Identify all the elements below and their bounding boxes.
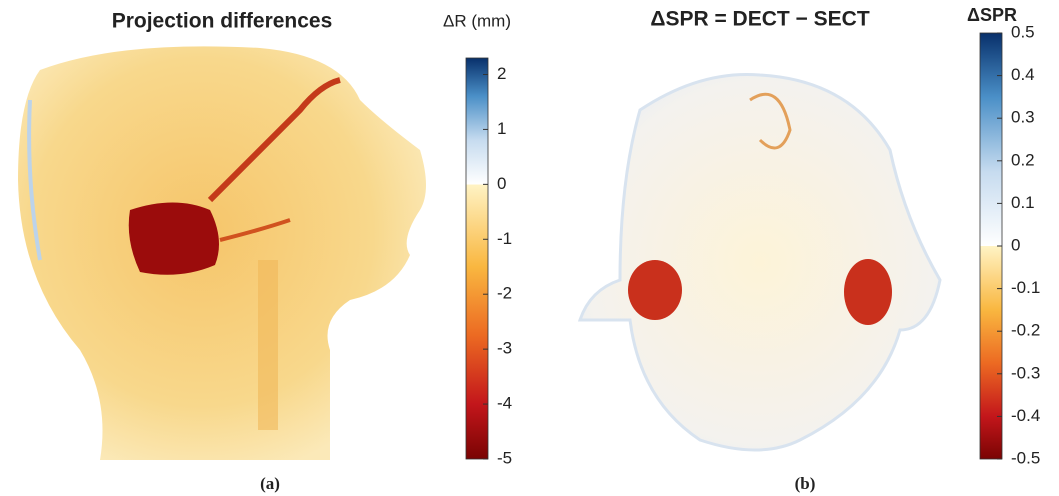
colorbar-tick-label: 0.2 [1011,150,1035,169]
colorbar-tick-label: 0 [1011,235,1020,254]
panel-title: ΔSPR = DECT − SECT [650,8,869,31]
colorbar-tick-label: -0.3 [1011,363,1040,382]
panel-caption: (b) [795,474,816,493]
colorbar-tick-label: -5 [497,448,512,467]
colorbar [465,57,489,460]
sagittal-image [18,46,426,460]
panel-caption: (a) [260,474,280,493]
colorbar-tick-label: -3 [497,339,512,358]
colorbar-tick-label: 0.4 [1011,65,1035,84]
colorbar-tick-label: 0.1 [1011,193,1035,212]
colorbar-tick-label: 1 [497,119,506,138]
colorbar-tick-label: -0.5 [1011,448,1040,467]
colorbar-tick-label: 0.3 [1011,108,1035,127]
colorbar-tick-label: -1 [497,229,512,248]
axial-image [577,72,942,452]
colorbar-tick-label: -0.1 [1011,278,1040,297]
colorbar-tick-label: 0 [497,174,506,193]
colorbar-tick-label: -0.4 [1011,406,1040,425]
colorbar-label: ΔSPR [967,5,1017,25]
colorbar-tick-label: -2 [497,284,512,303]
panel-title: Projection differences [112,10,333,33]
colorbar-tick-label: -0.2 [1011,321,1040,340]
colorbar-tick-label: 2 [497,64,506,83]
colorbar-tick-label: -4 [497,394,512,413]
colorbar-tick-label: 0.5 [1011,22,1035,41]
colorbar-label: ΔR (mm) [443,11,511,30]
